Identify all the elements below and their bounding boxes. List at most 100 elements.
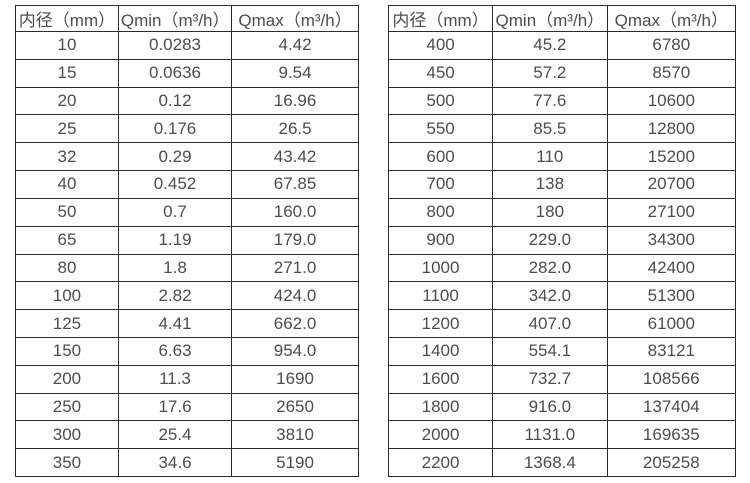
table-row: 350 34.6 5190 [15,448,359,477]
table-cell: 150 [15,336,119,366]
table-row: 600 110 15200 [387,142,737,172]
table-cell: 15 [15,58,119,88]
table-cell: 2000 [387,420,494,450]
table-cell: 25 [15,114,119,144]
table-row: 25 0.176 26.5 [15,114,359,144]
table-body: 400 45.2 6780 450 57.2 8570 500 77.6 10600 550 85.… [387,31,737,477]
column-header-qmin: Qmin（m³/h） [492,5,608,32]
table-cell: 180 [492,197,608,227]
table-cell: 1100 [387,281,494,311]
table-cell: 80 [15,253,119,283]
table-cell: 550 [387,114,494,144]
table-cell: 0.0283 [117,31,233,60]
table-cell: 1400 [387,336,494,366]
table-cell: 15200 [606,142,737,172]
table-cell: 57.2 [492,58,608,88]
table-row: 1100 342.0 51300 [387,281,737,311]
table-row: 50 0.7 160.0 [15,197,359,227]
table-cell: 662.0 [231,309,359,338]
table-cell: 0.0636 [117,58,233,88]
table-cell: 42400 [606,253,737,283]
table-cell: 100 [15,281,119,311]
table-row: 550 85.5 12800 [387,114,737,144]
table-cell: 0.12 [117,86,233,116]
column-header-inner-diameter: 内径（mm） [387,5,494,32]
table-row: 250 17.6 2650 [15,392,359,422]
table-row: 1000 282.0 42400 [387,253,737,283]
table-row: 200 11.3 1690 [15,364,359,394]
table-row: 1400 554.1 83121 [387,336,737,366]
table-cell: 2.82 [117,281,233,311]
table-cell: 0.7 [117,197,233,227]
column-header-qmax: Qmax（m³/h） [231,5,359,32]
table-cell: 34300 [606,225,737,255]
table-row: 1800 916.0 137404 [387,392,737,422]
table-cell: 1690 [231,364,359,394]
table-row: 10 0.0283 4.42 [15,31,359,60]
table-cell: 77.6 [492,86,608,116]
table-cell: 4.41 [117,309,233,338]
table-cell: 1800 [387,392,494,422]
table-cell: 11.3 [117,364,233,394]
table-cell: 45.2 [492,31,608,60]
table-cell: 1368.4 [492,448,608,477]
table-row: 2200 1368.4 205258 [387,448,737,477]
column-header-qmin: Qmin（m³/h） [117,5,233,32]
table-cell: 83121 [606,336,737,366]
table-cell: 1600 [387,364,494,394]
table-cell: 169635 [606,420,737,450]
table-cell: 282.0 [492,253,608,283]
table-cell: 1200 [387,309,494,338]
column-header-inner-diameter: 内径（mm） [15,5,119,32]
table-cell: 17.6 [117,392,233,422]
table-cell: 2200 [387,448,494,477]
table-row: 400 45.2 6780 [387,31,737,60]
table-cell: 954.0 [231,336,359,366]
table-cell: 16.96 [231,86,359,116]
table-cell: 6.63 [117,336,233,366]
table-cell: 40 [15,170,119,199]
table-row: 100 2.82 424.0 [15,281,359,311]
table-row: 150 6.63 954.0 [15,336,359,366]
table-cell: 500 [387,86,494,116]
table-cell: 20700 [606,170,737,199]
table-cell: 67.85 [231,170,359,199]
table-cell: 5190 [231,448,359,477]
table-row: 15 0.0636 9.54 [15,58,359,88]
table-cell: 51300 [606,281,737,311]
flow-range-table-small-diameters: 内径（mm） Qmin（m³/h） Qmax（m³/h） 10 0.0283 4.4… [15,5,359,477]
table-cell: 400 [387,31,494,60]
header-row: 内径（mm） Qmin（m³/h） Qmax（m³/h） [15,5,359,32]
table-cell: 916.0 [492,392,608,422]
column-header-qmax: Qmax（m³/h） [606,5,737,32]
table-cell: 732.7 [492,364,608,394]
table-cell: 20 [15,86,119,116]
table-row: 300 25.4 3810 [15,420,359,450]
table-cell: 125 [15,309,119,338]
table-cell: 160.0 [231,197,359,227]
table-cell: 108566 [606,364,737,394]
table-cell: 700 [387,170,494,199]
table-cell: 26.5 [231,114,359,144]
table-cell: 65 [15,225,119,255]
table-row: 500 77.6 10600 [387,86,737,116]
table-cell: 50 [15,197,119,227]
table-cell: 800 [387,197,494,227]
table-cell: 138 [492,170,608,199]
table-cell: 342.0 [492,281,608,311]
table-row: 450 57.2 8570 [387,58,737,88]
table-cell: 271.0 [231,253,359,283]
table-row: 1600 732.7 108566 [387,364,737,394]
table-row: 1200 407.0 61000 [387,309,737,338]
table-row: 800 180 27100 [387,197,737,227]
table-cell: 2650 [231,392,359,422]
table-cell: 424.0 [231,281,359,311]
table-row: 125 4.41 662.0 [15,309,359,338]
table-cell: 250 [15,392,119,422]
table-cell: 450 [387,58,494,88]
table-cell: 10600 [606,86,737,116]
table-cell: 554.1 [492,336,608,366]
table-cell: 8570 [606,58,737,88]
table-cell: 110 [492,142,608,172]
